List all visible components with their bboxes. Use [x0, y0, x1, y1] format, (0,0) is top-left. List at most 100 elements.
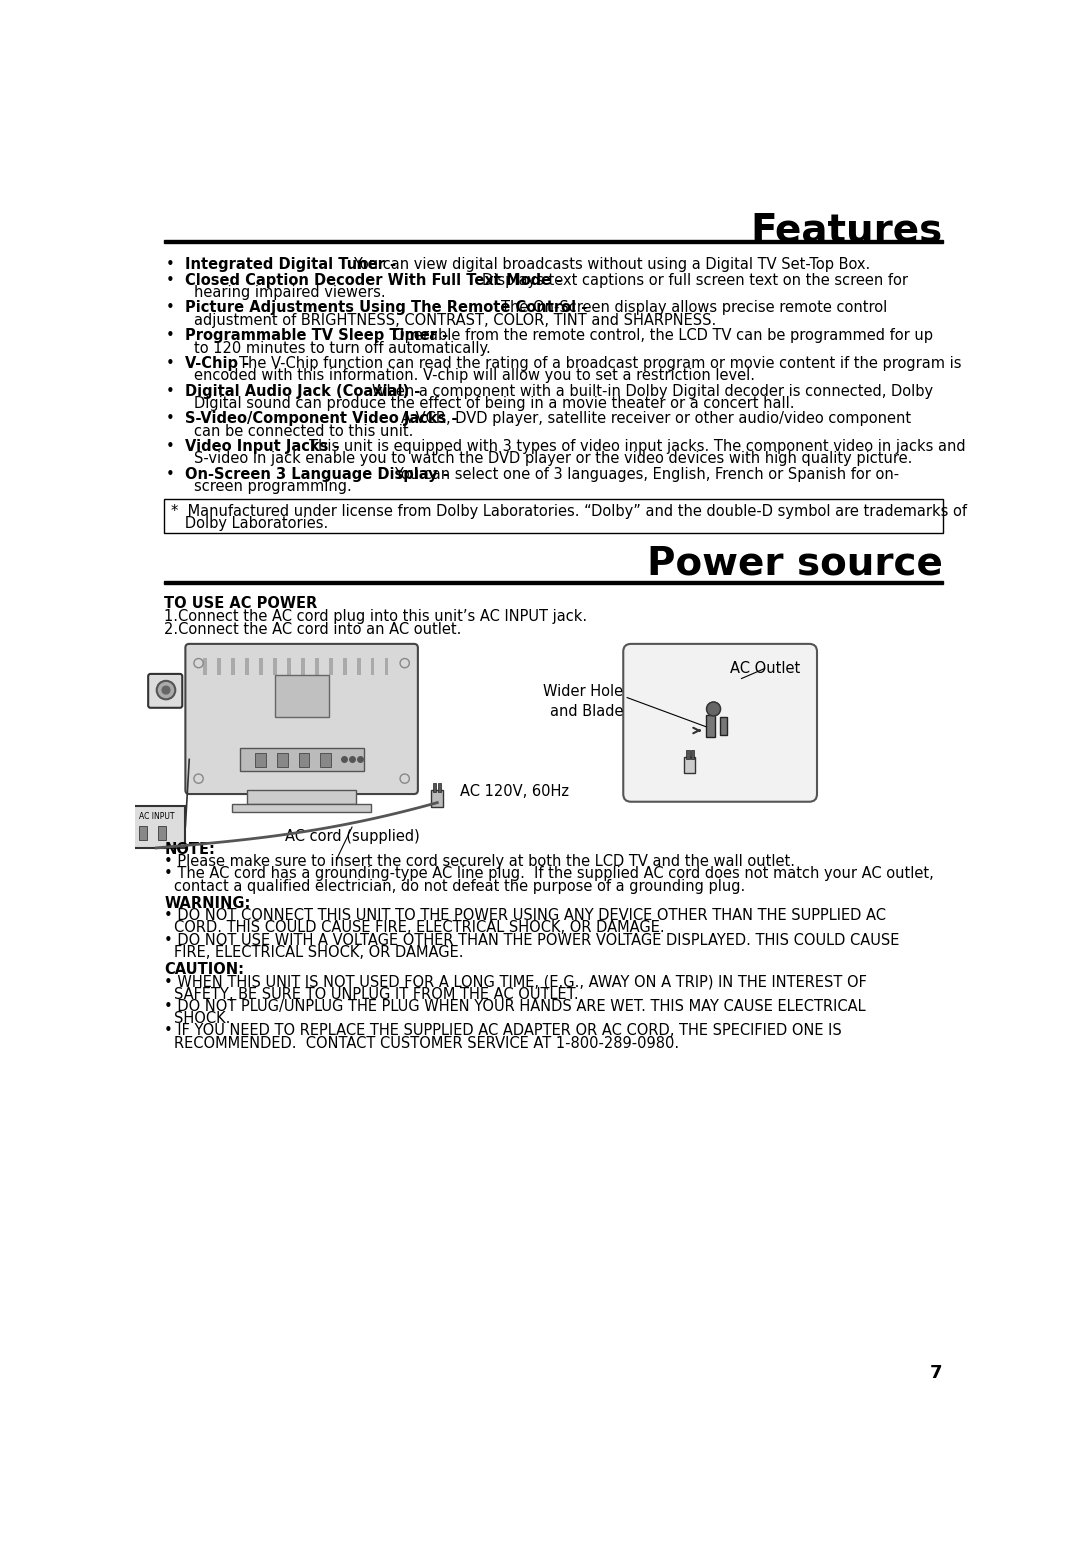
Bar — [127, 805, 186, 848]
Text: encoded with this information. V-chip will allow you to set a restriction level.: encoded with this information. V-chip wi… — [194, 368, 755, 384]
Bar — [356, 658, 361, 675]
Text: AC 120V, 60Hz: AC 120V, 60Hz — [460, 784, 569, 799]
Text: CAUTION:: CAUTION: — [164, 962, 244, 976]
Text: V-Chip -: V-Chip - — [186, 356, 255, 371]
Text: Wider Hole
and Blade: Wider Hole and Blade — [543, 685, 623, 719]
Text: Digital Audio Jack (Coaxial) -: Digital Audio Jack (Coaxial) - — [186, 384, 426, 398]
Text: Programmable TV Sleep Timer -: Programmable TV Sleep Timer - — [186, 328, 454, 343]
Bar — [276, 754, 287, 768]
Bar — [159, 826, 166, 840]
Bar — [433, 784, 435, 793]
Text: Operable from the remote control, the LCD TV can be programmed for up: Operable from the remote control, the LC… — [393, 328, 933, 343]
Bar — [314, 658, 319, 675]
Text: AC Outlet: AC Outlet — [730, 661, 800, 675]
Text: screen programming.: screen programming. — [194, 480, 352, 494]
Text: Features: Features — [751, 212, 943, 249]
Bar — [438, 784, 441, 793]
Text: Video Input Jacks -: Video Input Jacks - — [186, 439, 345, 454]
Bar — [232, 804, 372, 812]
Text: • DO NOT PLUG/UNPLUG THE PLUG WHEN YOUR HANDS ARE WET. THIS MAY CAUSE ELECTRICAL: • DO NOT PLUG/UNPLUG THE PLUG WHEN YOUR … — [164, 998, 866, 1014]
Text: •: • — [166, 301, 175, 315]
Text: S-video in jack enable you to watch the DVD player or the video devices with hig: S-video in jack enable you to watch the … — [194, 451, 913, 467]
Text: Closed Caption Decoder With Full Text Mode -: Closed Caption Decoder With Full Text Mo… — [186, 273, 568, 288]
Bar — [231, 658, 235, 675]
Text: This unit is equipped with 3 types of video input jacks. The component video in : This unit is equipped with 3 types of vi… — [309, 439, 966, 454]
Bar — [287, 658, 291, 675]
Text: SHOCK.: SHOCK. — [174, 1011, 230, 1026]
Text: •: • — [166, 257, 175, 273]
Circle shape — [157, 680, 175, 699]
Bar — [164, 500, 943, 533]
Bar — [240, 747, 364, 771]
Text: On-Screen 3 Language Display -: On-Screen 3 Language Display - — [186, 467, 455, 481]
Bar — [691, 749, 694, 758]
Bar — [259, 658, 262, 675]
Circle shape — [706, 702, 720, 716]
Text: You can select one of 3 languages, English, French or Spanish for on-: You can select one of 3 languages, Engli… — [394, 467, 899, 481]
FancyBboxPatch shape — [148, 674, 183, 708]
Text: The On-Screen display allows precise remote control: The On-Screen display allows precise rem… — [501, 301, 888, 315]
Text: S-Video/Component Video Jacks -: S-Video/Component Video Jacks - — [186, 412, 463, 426]
Text: AC INPUT: AC INPUT — [138, 812, 174, 821]
Bar — [247, 790, 356, 804]
Text: Picture Adjustments Using The Remote Control -: Picture Adjustments Using The Remote Con… — [186, 301, 593, 315]
Text: SAFETY, BE SURE TO UNPLUG IT FROM THE AC OUTLET.: SAFETY, BE SURE TO UNPLUG IT FROM THE AC… — [174, 987, 579, 1001]
Bar — [139, 826, 147, 840]
Text: to 120 minutes to turn off automatically.: to 120 minutes to turn off automatically… — [194, 340, 490, 356]
Text: Digital sound can produce the effect of being in a movie theater or a concert ha: Digital sound can produce the effect of … — [194, 396, 795, 411]
Bar — [255, 754, 266, 768]
Bar — [273, 658, 276, 675]
Bar — [431, 790, 444, 807]
Bar — [687, 749, 689, 758]
Text: 1.Connect the AC cord plug into this unit’s AC INPUT jack.: 1.Connect the AC cord plug into this uni… — [164, 610, 588, 624]
Text: •: • — [166, 384, 175, 398]
Text: adjustment of BRIGHTNESS, CONTRAST, COLOR, TINT and SHARPNESS.: adjustment of BRIGHTNESS, CONTRAST, COLO… — [194, 313, 716, 328]
Bar — [321, 754, 332, 768]
Bar — [328, 658, 333, 675]
Bar — [298, 754, 309, 768]
Text: 7: 7 — [930, 1363, 943, 1382]
Text: • DO NOT USE WITH A VOLTAGE OTHER THAN THE POWER VOLTAGE DISPLAYED. THIS COULD C: • DO NOT USE WITH A VOLTAGE OTHER THAN T… — [164, 932, 900, 948]
Text: AC cord (supplied): AC cord (supplied) — [285, 829, 419, 843]
Text: contact a qualified electrician, do not defeat the purpose of a grounding plug.: contact a qualified electrician, do not … — [174, 879, 745, 893]
Circle shape — [162, 686, 170, 694]
Text: Integrated Digital Tuner -: Integrated Digital Tuner - — [186, 257, 402, 273]
Text: •: • — [166, 412, 175, 426]
Bar — [164, 240, 943, 243]
Text: Power source: Power source — [647, 545, 943, 583]
Text: •: • — [166, 467, 175, 481]
Text: hearing impaired viewers.: hearing impaired viewers. — [194, 285, 386, 299]
Text: Displays text captions or full screen text on the screen for: Displays text captions or full screen te… — [482, 273, 907, 288]
Text: • The AC cord has a grounding-type AC line plug.  If the supplied AC cord does n: • The AC cord has a grounding-type AC li… — [164, 867, 934, 881]
Text: *  Manufactured under license from Dolby Laboratories. “Dolby” and the double-D : * Manufactured under license from Dolby … — [171, 503, 967, 519]
Text: TO USE AC POWER: TO USE AC POWER — [164, 595, 318, 611]
Text: Dolby Laboratories.: Dolby Laboratories. — [171, 516, 328, 531]
Text: RECOMMENDED.  CONTACT CUSTOMER SERVICE AT 1-800-289-0980.: RECOMMENDED. CONTACT CUSTOMER SERVICE AT… — [174, 1036, 679, 1051]
Text: CORD. THIS COULD CAUSE FIRE, ELECTRICAL SHOCK, OR DAMAGE.: CORD. THIS COULD CAUSE FIRE, ELECTRICAL … — [174, 920, 664, 935]
Text: NOTE:: NOTE: — [164, 841, 215, 857]
Bar — [384, 658, 389, 675]
FancyBboxPatch shape — [623, 644, 816, 802]
Text: •: • — [166, 439, 175, 454]
FancyBboxPatch shape — [186, 644, 418, 794]
Text: The V-Chip function can read the rating of a broadcast program or movie content : The V-Chip function can read the rating … — [239, 356, 961, 371]
Text: •: • — [166, 273, 175, 288]
Bar — [370, 658, 375, 675]
Text: • IF YOU NEED TO REPLACE THE SUPPLIED AC ADAPTER OR AC CORD, THE SPECIFIED ONE I: • IF YOU NEED TO REPLACE THE SUPPLIED AC… — [164, 1023, 842, 1039]
Text: • DO NOT CONNECT THIS UNIT TO THE POWER USING ANY DEVICE OTHER THAN THE SUPPLIED: • DO NOT CONNECT THIS UNIT TO THE POWER … — [164, 907, 887, 923]
Bar — [164, 581, 943, 584]
Text: •: • — [166, 356, 175, 371]
Text: can be connected to this unit.: can be connected to this unit. — [194, 423, 414, 439]
Text: • WHEN THIS UNIT IS NOT USED FOR A LONG TIME, (E.G., AWAY ON A TRIP) IN THE INTE: • WHEN THIS UNIT IS NOT USED FOR A LONG … — [164, 975, 867, 989]
Bar — [217, 658, 221, 675]
Bar — [342, 658, 347, 675]
Text: When a component with a built-in Dolby Digital decoder is connected, Dolby: When a component with a built-in Dolby D… — [372, 384, 933, 398]
Text: A VCR, DVD player, satellite receiver or other audio/video component: A VCR, DVD player, satellite receiver or… — [401, 412, 910, 426]
Bar — [245, 658, 248, 675]
Text: WARNING:: WARNING: — [164, 896, 251, 910]
Text: •: • — [166, 328, 175, 343]
Text: FIRE, ELECTRICAL SHOCK, OR DAMAGE.: FIRE, ELECTRICAL SHOCK, OR DAMAGE. — [174, 945, 463, 961]
Text: • Please make sure to insert the cord securely at both the LCD TV and the wall o: • Please make sure to insert the cord se… — [164, 854, 796, 870]
Bar — [203, 658, 207, 675]
Bar — [274, 675, 328, 718]
